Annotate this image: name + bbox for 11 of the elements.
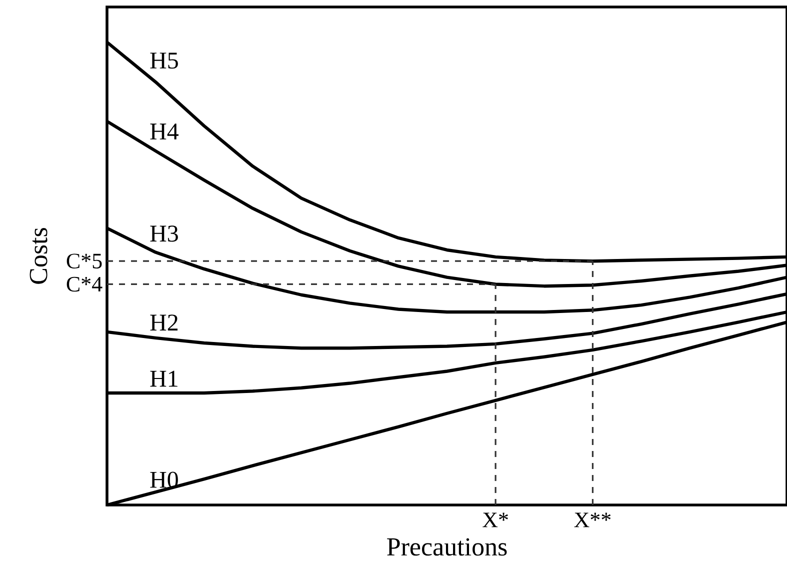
series-label: H5 [150, 52, 178, 69]
series-label: H2 [150, 314, 178, 330]
series-label: H1 [150, 370, 178, 387]
y-axis-title: Costs [30, 228, 48, 284]
x-axis-title: Precautions [387, 538, 507, 556]
series-label: H4 [150, 124, 178, 140]
x-tick-label: X* [482, 512, 508, 528]
ref-line-label: C*4 [66, 276, 102, 292]
ref-line-label: C*5 [66, 254, 102, 268]
series-label: H3 [150, 226, 178, 242]
x-tick-label: X** [574, 512, 611, 528]
